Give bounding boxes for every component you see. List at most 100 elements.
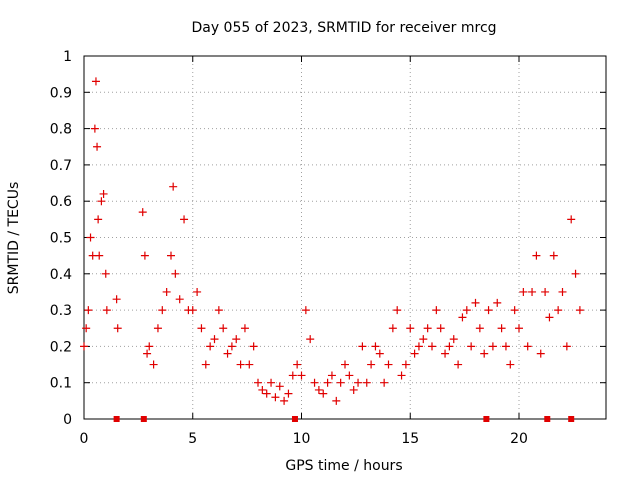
- data-point: [449, 335, 458, 344]
- data-point: [314, 385, 323, 394]
- data-point: [167, 251, 175, 260]
- data-point: [143, 349, 152, 358]
- data-point: [219, 324, 228, 333]
- data-point: [95, 251, 104, 260]
- data-point: [93, 142, 102, 151]
- data-point: [284, 389, 293, 398]
- y-tick-label: 0: [63, 412, 72, 428]
- data-point: [336, 378, 345, 387]
- data-point: [358, 342, 367, 351]
- data-point: [188, 306, 197, 315]
- data-point: [388, 324, 397, 333]
- data-point: [214, 306, 223, 315]
- data-point: [236, 360, 245, 369]
- data-point: [223, 349, 232, 358]
- data-point: [112, 295, 121, 304]
- series-data-gaps: [113, 416, 575, 422]
- data-point: [327, 371, 336, 380]
- x-tick-label: 5: [188, 431, 197, 447]
- data-point: [501, 342, 510, 351]
- data-point: [414, 342, 423, 351]
- data-point: [515, 324, 523, 333]
- data-point: [536, 349, 545, 358]
- y-tick-label: 0.7: [50, 158, 72, 174]
- gap-marker: [568, 416, 575, 422]
- data-point: [549, 251, 558, 260]
- x-axis-title: GPS time / hours: [285, 458, 402, 474]
- data-point: [197, 324, 206, 333]
- y-tick-label: 1: [63, 49, 72, 65]
- data-point: [484, 306, 493, 315]
- y-tick-label: 0.5: [50, 231, 72, 247]
- data-point: [458, 313, 467, 322]
- data-point: [545, 313, 554, 322]
- data-point: [271, 393, 280, 402]
- data-point: [345, 371, 354, 380]
- data-point: [401, 360, 410, 369]
- data-point: [488, 342, 497, 351]
- data-point: [288, 371, 297, 380]
- data-point: [523, 342, 532, 351]
- data-point: [558, 287, 567, 296]
- data-point: [171, 269, 180, 278]
- data-point: [367, 360, 376, 369]
- data-point: [341, 360, 349, 369]
- x-tick-label: 15: [401, 431, 419, 447]
- gap-marker: [483, 416, 490, 422]
- series-srmtid: [80, 77, 584, 405]
- data-point: [323, 378, 332, 387]
- data-point: [162, 287, 171, 296]
- data-point: [169, 182, 178, 191]
- data-point: [419, 335, 428, 344]
- data-point: [201, 360, 210, 369]
- data-point: [113, 324, 122, 333]
- data-point: [506, 360, 515, 369]
- y-axis-title: SRMTID / TECUs: [6, 182, 22, 295]
- gap-marker: [544, 416, 551, 422]
- x-tick-label: 10: [293, 431, 311, 447]
- data-point: [138, 208, 147, 217]
- y-tick-label: 0.9: [50, 85, 72, 101]
- data-point: [319, 389, 328, 398]
- data-point: [467, 342, 476, 351]
- data-point: [441, 349, 450, 358]
- x-tick-label: 20: [510, 431, 528, 447]
- data-point: [362, 378, 371, 387]
- data-point: [94, 215, 103, 224]
- data-point: [354, 378, 363, 387]
- y-tick-label: 0.6: [50, 194, 72, 210]
- data-point: [80, 342, 88, 351]
- gap-marker: [140, 416, 147, 422]
- data-point: [423, 324, 432, 333]
- data-point: [575, 306, 584, 315]
- data-point: [158, 306, 167, 315]
- data-point: [262, 389, 271, 398]
- data-point: [571, 269, 580, 278]
- data-point: [97, 197, 106, 206]
- data-point: [240, 324, 249, 333]
- y-tick-label: 0.1: [50, 376, 72, 392]
- data-point: [532, 251, 541, 260]
- y-tick-label: 0.2: [50, 339, 72, 355]
- data-point: [406, 324, 415, 333]
- data-point: [82, 324, 91, 333]
- data-point: [380, 378, 389, 387]
- data-point: [102, 306, 111, 315]
- data-point: [84, 306, 93, 315]
- gap-marker: [113, 416, 120, 422]
- data-point: [332, 396, 341, 405]
- data-point: [267, 378, 276, 387]
- data-point: [397, 371, 406, 380]
- data-point: [254, 378, 262, 387]
- data-point: [432, 306, 441, 315]
- data-point: [497, 324, 506, 333]
- data-point: [99, 189, 108, 198]
- data-point: [462, 306, 471, 315]
- data-point: [541, 287, 550, 296]
- data-point: [475, 324, 484, 333]
- data-point: [301, 306, 310, 315]
- data-point: [180, 215, 189, 224]
- chart-title: Day 055 of 2023, SRMTID for receiver mrc…: [191, 20, 496, 36]
- data-point: [528, 287, 537, 296]
